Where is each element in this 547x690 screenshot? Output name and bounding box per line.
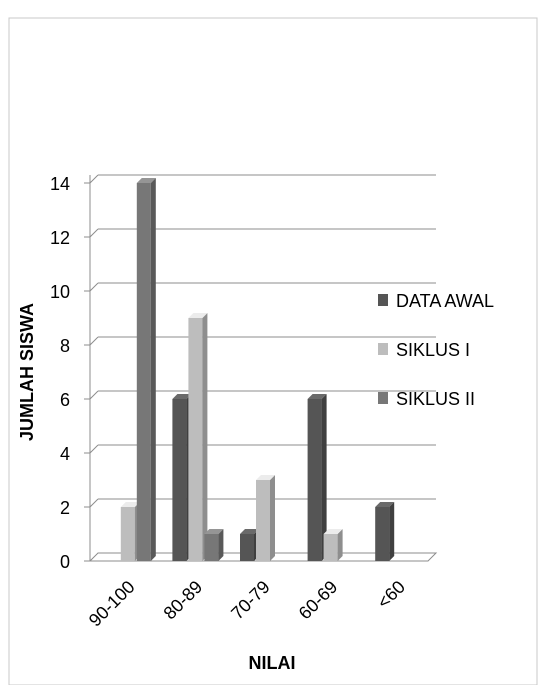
legend-swatch [378,343,388,355]
bar-siklus-i-1 [188,313,208,561]
x-tick-label: <60 [373,577,409,613]
x-tick-label: 90-100 [85,577,139,631]
legend: DATA AWAL SIKLUS I SIKLUS II [378,291,494,409]
y-tick-label: 14 [50,174,70,194]
y-tick-label: 12 [50,228,70,248]
gridline-diag [89,444,99,454]
legend-label: SIKLUS I [396,340,470,360]
x-axis-label: NILAI [249,653,296,673]
bar-siklus-i-3 [323,529,343,561]
legend-label: SIKLUS II [396,389,475,409]
y-tick-label: 10 [50,282,70,302]
gridline-diag [89,228,99,238]
bar-siklus-ii-0 [136,178,156,561]
gridline-diag [89,498,99,508]
legend-swatch [378,392,388,404]
legend-swatch [378,294,388,306]
bars [120,178,395,561]
bar-data-awal-3 [307,394,327,561]
y-tick-label: 0 [60,552,70,572]
y-tick-label: 6 [60,390,70,410]
bar-data-awal-4 [375,502,395,561]
legend-label: DATA AWAL [396,291,494,311]
y-tick-label: 8 [60,336,70,356]
bar-siklus-i-2 [256,475,275,561]
y-tick-label: 4 [60,444,70,464]
x-axis-ticks: 90-100 80-89 70-79 60-69 <60 [85,577,409,631]
x-tick-label: 80-89 [160,577,207,624]
x-tick-label: 60-69 [295,577,342,624]
gridline-diag [89,282,99,292]
y-axis-label: JUMLAH SISWA [17,303,37,441]
gridline-diag [89,336,99,346]
bar-siklus-ii-1 [204,529,224,561]
y-tick-label: 2 [60,498,70,518]
x-tick-label: 70-79 [227,577,274,624]
gridline-diag [89,174,99,184]
gridline-diag [89,390,99,400]
y-axis-ticks: 0 2 4 6 8 10 12 14 [50,174,91,572]
